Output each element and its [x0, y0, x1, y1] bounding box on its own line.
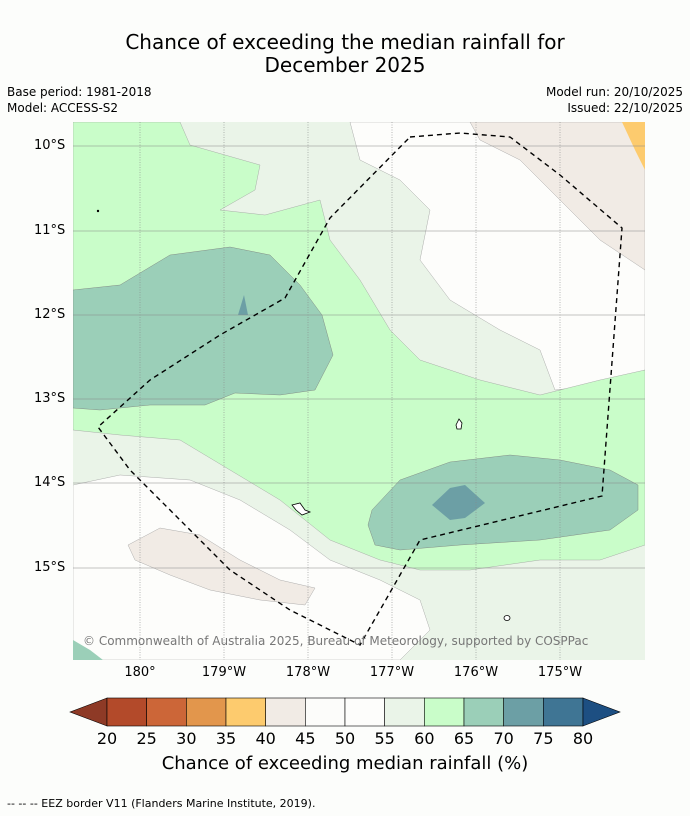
colorbar-tick-label: 70 [493, 729, 514, 748]
colorbar-tick-label: 40 [255, 729, 276, 748]
meta-right: Model run: 20/10/2025 Issued: 22/10/2025 [546, 84, 683, 116]
base-period: Base period: 1981-2018 [7, 85, 152, 99]
teal-region-west [73, 246, 334, 411]
colorbar-over-arrow [582, 697, 621, 727]
title-line-2: December 2025 [264, 53, 426, 77]
lat-label-15s: 15°S [34, 560, 66, 575]
colorbar-box [384, 697, 425, 727]
colorbar-tick-label: 25 [136, 729, 157, 748]
meta-left: Base period: 1981-2018 Model: ACCESS-S2 [7, 84, 152, 116]
lon-label-175w: 175°W [537, 665, 583, 680]
teal-corner-sw [73, 640, 103, 660]
copyright-text: © Commonwealth of Australia 2025, Bureau… [83, 634, 589, 648]
colorbar-boxes [106, 697, 584, 727]
lat-label-14s: 14°S [34, 475, 66, 490]
model-name: Model: ACCESS-S2 [7, 101, 119, 115]
beige-region-ne [469, 122, 645, 271]
lat-label-12s: 12°S [34, 307, 66, 322]
colorbar-tick-label: 80 [572, 729, 594, 748]
teal-region-east [367, 454, 639, 551]
colorbar-box [503, 697, 544, 727]
island-small-west [291, 502, 312, 516]
lon-label-180: 180° [124, 665, 156, 680]
issued-date: Issued: 22/10/2025 [567, 101, 683, 115]
colorbar-tick-label: 35 [215, 729, 237, 748]
colorbar-box [265, 697, 306, 727]
colorbar-tick-label: 20 [96, 729, 118, 748]
island-small-east [455, 418, 463, 430]
colorbar-tick-label: 50 [334, 729, 356, 748]
colorbar-box [186, 697, 227, 727]
lat-label-11s: 11°S [34, 223, 66, 238]
colorbar-box [146, 697, 187, 727]
island-dot-north [96, 209, 100, 213]
colorbar-box [543, 697, 584, 727]
colorbar-box [344, 697, 385, 727]
lat-label-13s: 13°S [34, 391, 66, 406]
colorbar-tick-label: 45 [295, 729, 316, 748]
colorbar-tick-label: 60 [414, 729, 435, 748]
map-title: Chance of exceeding the median rainfall … [0, 31, 690, 77]
colorbar-tick-label: 65 [453, 729, 475, 748]
rainfall-contours [73, 122, 645, 660]
colorbar-under-arrow [69, 697, 108, 727]
lon-label-177w: 177°W [369, 665, 415, 680]
colorbar-label: Chance of exceeding median rainfall (%) [161, 753, 529, 774]
islands [96, 209, 511, 621]
colorbar-tick-label: 30 [176, 729, 197, 748]
lon-label-176w: 176°W [453, 665, 499, 680]
dark-teal-spot-west [238, 295, 248, 315]
colorbar-box [305, 697, 346, 727]
model-run: Model run: 20/10/2025 [545, 85, 683, 99]
colorbar-box [106, 697, 147, 727]
colorbar-tick-label: 55 [374, 729, 395, 748]
eez-border [97, 132, 623, 646]
colorbar-box [225, 697, 266, 727]
lat-label-10s: 10°S [34, 138, 66, 153]
gridlines [73, 122, 645, 660]
lon-label-179w: 179°W [201, 665, 247, 680]
colorbar [69, 697, 621, 727]
lon-label-178w: 178°W [285, 665, 331, 680]
title-line-1: Chance of exceeding the median rainfall … [125, 30, 565, 54]
eez-footer-note: -- -- -- EEZ border V11 (Flanders Marine… [7, 797, 316, 810]
colorbar-box [424, 697, 465, 727]
lightgreen-region-se [440, 600, 645, 660]
island-south-east [503, 615, 511, 621]
beige-region-south [127, 527, 316, 606]
colorbar-box [463, 697, 504, 727]
colorbar-tick-label: 75 [533, 729, 554, 748]
dark-teal-spot-east [432, 485, 485, 520]
